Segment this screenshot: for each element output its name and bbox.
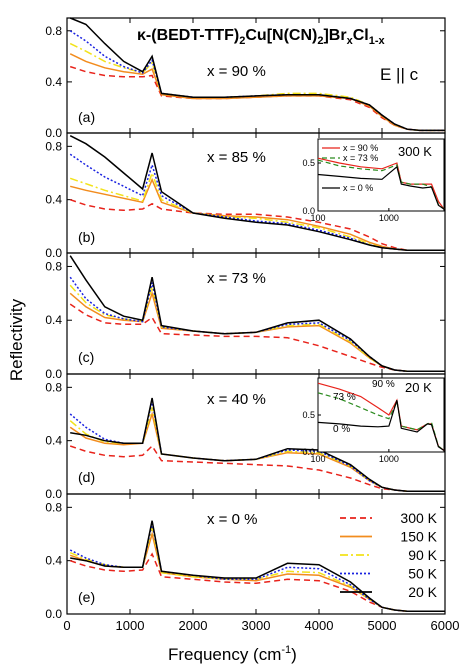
legend-label: 20 K bbox=[408, 584, 437, 600]
x-axis-label: Frequency (cm-1) bbox=[168, 644, 297, 664]
inset-legend-label: x = 73 % bbox=[343, 153, 378, 163]
inset-y-tick-label: 0.5 bbox=[302, 410, 315, 420]
inset-x-tick-label: 100 bbox=[310, 454, 325, 464]
y-tick-label: 0.8 bbox=[45, 259, 62, 273]
inset-legend-label: x = 90 % bbox=[343, 143, 378, 153]
inset-series-line bbox=[317, 400, 445, 452]
inset-series-label: 90 % bbox=[372, 379, 395, 390]
inset-y-tick-label: 0.0 bbox=[302, 447, 315, 457]
series-line bbox=[69, 17, 445, 132]
series-line bbox=[69, 135, 445, 252]
panels-group: 0.0 0.4 0.8 x = 90 % (a) 0.0 0.4 0.8 x = 85 % (b)… bbox=[45, 17, 460, 633]
y-tick-label: 0.4 bbox=[45, 313, 62, 327]
legend: 300 K 150 K 90 K 50 K 20 K bbox=[340, 510, 438, 600]
panel-2: 0.0 0.4 0.8 x = 73 % (c) bbox=[45, 252, 446, 381]
panel-letter: (d) bbox=[78, 469, 95, 485]
series-line bbox=[69, 527, 445, 613]
inset-series-line bbox=[317, 165, 445, 210]
polarization-label: E || c bbox=[380, 65, 419, 84]
panel-x-label: x = 73 % bbox=[207, 270, 266, 287]
x-tick-label: 1000 bbox=[116, 618, 145, 633]
y-tick-label: 0.4 bbox=[45, 554, 62, 568]
inset-1: 0.0 0.5 100 1000 20 K 90 % 73 % 0 % bbox=[302, 377, 445, 464]
x-tick-label: 5000 bbox=[368, 618, 397, 633]
series-line bbox=[70, 520, 445, 613]
y-tick-label: 0.0 bbox=[45, 607, 62, 621]
inset-title: 20 K bbox=[405, 380, 432, 395]
series-line bbox=[69, 552, 445, 613]
x-tick-label: 4000 bbox=[305, 618, 334, 633]
panel-letter: (e) bbox=[78, 589, 95, 605]
series-line bbox=[69, 198, 445, 252]
y-tick-label: 0.4 bbox=[45, 434, 62, 448]
x-tick-label: 0 bbox=[63, 618, 70, 633]
panel-4: 0.0 0.4 0.8 0 1000 2000 3000 4000 5000 6000 x = 0 … bbox=[45, 493, 460, 633]
series-line bbox=[69, 255, 445, 373]
y-tick-label: 0.8 bbox=[45, 139, 62, 153]
inset-legend-label: x = 0 % bbox=[343, 183, 373, 193]
series-line bbox=[69, 444, 445, 493]
panel-x-label: x = 85 % bbox=[207, 149, 266, 166]
figure-title: κ-(BEDT-TTF)2Cu[N(CN)2]BrxCl1-x bbox=[137, 27, 385, 47]
titles-group: κ-(BEDT-TTF)2Cu[N(CN)2]BrxCl1-x E || c F… bbox=[7, 27, 419, 664]
series-line bbox=[69, 42, 445, 132]
legend-label: 90 K bbox=[408, 547, 437, 563]
y-tick-label: 0.0 bbox=[45, 246, 62, 260]
inset-series-label: 73 % bbox=[333, 392, 356, 403]
panel-letter: (b) bbox=[78, 229, 95, 245]
inset-x-tick-label: 100 bbox=[310, 213, 325, 223]
series-line bbox=[69, 53, 445, 132]
x-tick-label: 6000 bbox=[431, 618, 460, 633]
series-line bbox=[69, 284, 445, 373]
inset-title: 300 K bbox=[398, 144, 432, 159]
y-tick-label: 0.0 bbox=[45, 367, 62, 381]
panel-0: 0.0 0.4 0.8 x = 90 % (a) bbox=[45, 17, 446, 140]
y-tick-label: 0.8 bbox=[45, 500, 62, 514]
panel-1: 0.0 0.4 0.8 x = 85 % (b) bbox=[45, 132, 446, 260]
y-tick-label: 0.0 bbox=[45, 487, 62, 501]
y-axis-label: Reflectivity bbox=[7, 298, 26, 381]
inset-x-tick-label: 1000 bbox=[379, 454, 399, 464]
y-tick-label: 0.0 bbox=[45, 126, 62, 140]
legend-label: 150 K bbox=[400, 529, 437, 545]
panel-x-label: x = 0 % bbox=[207, 511, 257, 528]
panel-x-label: x = 90 % bbox=[207, 63, 266, 80]
y-tick-label: 0.8 bbox=[45, 380, 62, 394]
inset-0: 0.0 0.5 100 1000 300 K x = 90 %x = 73 % x = 0 … bbox=[302, 138, 445, 223]
legend-label: 300 K bbox=[400, 510, 437, 526]
series-line bbox=[69, 531, 445, 613]
inset-series-label: 0 % bbox=[333, 424, 350, 435]
x-tick-label: 3000 bbox=[242, 618, 271, 633]
inset-x-tick-label: 1000 bbox=[379, 213, 399, 223]
panel-3: 0.0 0.4 0.8 x = 40 % (d) bbox=[45, 373, 446, 501]
panel-letter: (c) bbox=[78, 349, 94, 365]
x-tick-label: 2000 bbox=[179, 618, 208, 633]
panel-letter: (a) bbox=[78, 109, 95, 125]
y-tick-label: 0.8 bbox=[45, 24, 62, 38]
y-tick-label: 0.4 bbox=[45, 75, 62, 89]
legend-label: 50 K bbox=[408, 566, 437, 582]
series-line bbox=[69, 303, 445, 373]
panel-x-label: x = 40 % bbox=[207, 391, 266, 408]
inset-y-tick-label: 0.5 bbox=[302, 158, 315, 168]
inset-y-tick-label: 0.0 bbox=[302, 206, 315, 216]
y-tick-label: 0.4 bbox=[45, 193, 62, 207]
inset-frame bbox=[317, 138, 445, 212]
series-line bbox=[70, 397, 445, 493]
